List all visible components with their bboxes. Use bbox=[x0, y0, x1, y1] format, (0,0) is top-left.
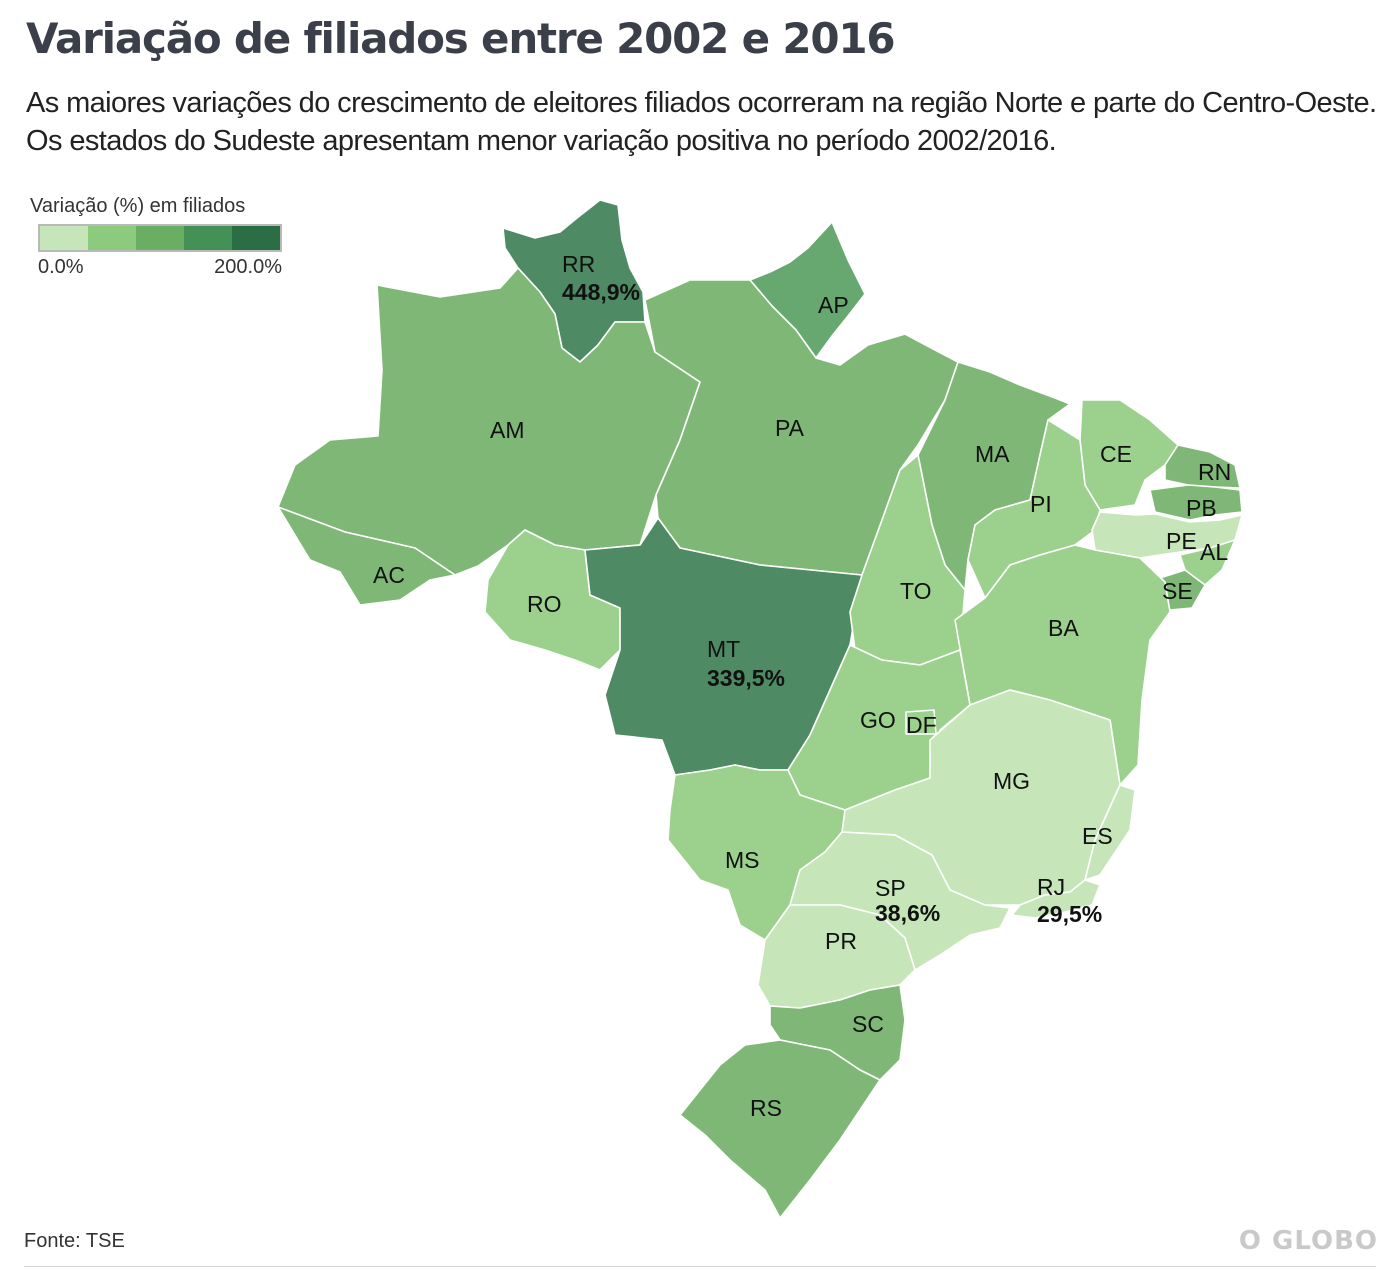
state-label-pa: PA bbox=[775, 415, 805, 441]
chart-title: Variação de filiados entre 2002 e 2016 bbox=[26, 14, 896, 63]
legend-title: Variação (%) em filiados bbox=[30, 195, 246, 217]
o-globo-logo: O GLOBO bbox=[1238, 1226, 1378, 1256]
state-value-mt: 339,5% bbox=[707, 665, 785, 691]
bottom-divider bbox=[24, 1266, 1376, 1267]
state-label-rs: RS bbox=[750, 1095, 782, 1121]
state-pa bbox=[644, 279, 959, 576]
source-note: Fonte: TSE bbox=[24, 1230, 125, 1252]
state-label-ba: BA bbox=[1048, 615, 1079, 641]
state-value-rj: 29,5% bbox=[1037, 901, 1102, 927]
state-label-go: GO bbox=[860, 707, 896, 733]
state-ac bbox=[277, 506, 456, 606]
state-am bbox=[277, 267, 701, 576]
state-rs bbox=[679, 1039, 881, 1219]
legend-swatch bbox=[232, 226, 280, 250]
state-value-sp: 38,6% bbox=[875, 900, 940, 926]
state-label-rn: RN bbox=[1198, 459, 1231, 485]
state-label-ma: MA bbox=[975, 441, 1010, 467]
state-label-sp: SP bbox=[875, 875, 906, 901]
chart-subtitle: As maiores variações do crescimento de e… bbox=[26, 87, 1377, 157]
legend-swatch bbox=[184, 226, 232, 250]
state-label-pi: PI bbox=[1030, 491, 1052, 517]
state-label-ac: AC bbox=[373, 562, 405, 588]
legend-swatch bbox=[136, 226, 184, 250]
legend-swatch bbox=[40, 226, 88, 250]
state-label-am: AM bbox=[490, 417, 525, 443]
state-label-ms: MS bbox=[725, 847, 760, 873]
state-label-pe: PE bbox=[1166, 528, 1197, 554]
state-label-es: ES bbox=[1082, 823, 1113, 849]
state-rj bbox=[1011, 879, 1101, 919]
state-label-rr: RR bbox=[562, 251, 595, 277]
state-label-al: AL bbox=[1200, 539, 1228, 565]
state-label-se: SE bbox=[1162, 578, 1193, 604]
state-label-mg: MG bbox=[993, 768, 1030, 794]
state-value-rr: 448,9% bbox=[562, 279, 640, 305]
state-label-to: TO bbox=[900, 578, 932, 604]
color-legend: Variação (%) em filiados 0.0% 200.0% bbox=[30, 195, 286, 282]
state-label-pr: PR bbox=[825, 928, 857, 954]
state-label-sc: SC bbox=[852, 1011, 884, 1037]
state-label-ce: CE bbox=[1100, 441, 1132, 467]
state-label-mt: MT bbox=[707, 636, 740, 662]
legend-max-label: 200.0% bbox=[214, 256, 282, 278]
state-label-ap: AP bbox=[818, 292, 849, 318]
state-pb bbox=[1149, 484, 1243, 521]
state-sp bbox=[789, 831, 1011, 971]
legend-color-scale bbox=[38, 224, 282, 252]
state-label-rj: RJ bbox=[1037, 874, 1065, 900]
state-label-pb: PB bbox=[1186, 495, 1217, 521]
legend-min-label: 0.0% bbox=[38, 256, 84, 278]
state-label-df: DF bbox=[906, 712, 937, 738]
legend-swatch bbox=[88, 226, 136, 250]
state-label-ro: RO bbox=[527, 591, 562, 617]
state-es bbox=[1084, 784, 1136, 881]
